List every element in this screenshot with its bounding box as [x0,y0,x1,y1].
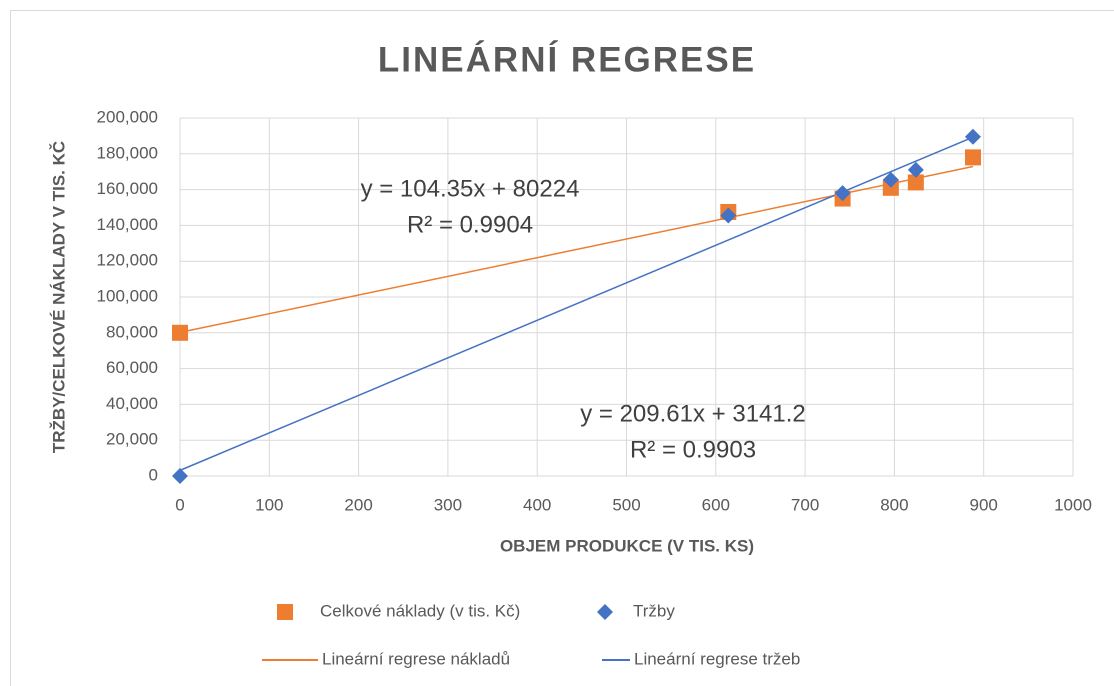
x-tick-label: 700 [791,495,819,514]
y-tick-label: 180,000 [97,143,158,162]
x-tick-label: 900 [970,495,998,514]
legend-label: Lineární regrese nákladů [322,649,510,668]
trend-r2: R² = 0.9904 [407,211,533,238]
legend-label: Celkové náklady (v tis. Kč) [320,601,520,620]
x-axis-title: OBJEM PRODUKCE (V TIS. KS) [500,536,754,555]
legend-label: Tržby [633,601,675,620]
y-tick-label: 80,000 [106,322,158,341]
y-tick-label: 160,000 [97,179,158,198]
x-tick-label: 1000 [1054,495,1092,514]
point [907,161,924,178]
point [907,174,924,191]
y-axis-title: TRŽBY/CELKOVÉ NÁKLADY V TIS. KČ [49,141,68,453]
y-tick-label: 20,000 [106,430,158,449]
trend-equation: y = 104.35x + 80224 [361,175,580,202]
point [882,171,899,188]
legend-marker [597,604,613,620]
y-tick-label: 200,000 [97,107,158,126]
y-tick-label: 0 [149,465,158,484]
trend-r2: R² = 0.9903 [630,436,756,463]
x-tick-label: 200 [344,495,372,514]
point [834,185,851,202]
legend-label: Lineární regrese tržeb [634,649,800,668]
x-tick-label: 400 [523,495,551,514]
point [720,207,737,224]
x-tick-label: 800 [880,495,908,514]
x-tick-label: 100 [255,495,283,514]
y-tick-label: 100,000 [97,286,158,305]
point [964,149,981,166]
legend-marker [277,604,293,620]
y-tick-label: 40,000 [106,394,158,413]
trend-equation: y = 209.61x + 3141.2 [580,400,806,427]
x-tick-label: 600 [702,495,730,514]
chart-frame [10,10,1114,686]
x-tick-label: 0 [175,495,184,514]
point [882,179,899,196]
y-tick-label: 120,000 [97,251,158,270]
x-tick-label: 300 [434,495,462,514]
x-tick-label: 500 [612,495,640,514]
y-tick-label: 140,000 [97,215,158,234]
chart-title: LINEÁRNÍ REGRESE [378,39,756,79]
point [172,324,188,341]
point [964,128,981,145]
y-tick-label: 60,000 [106,358,158,377]
point [172,468,188,484]
